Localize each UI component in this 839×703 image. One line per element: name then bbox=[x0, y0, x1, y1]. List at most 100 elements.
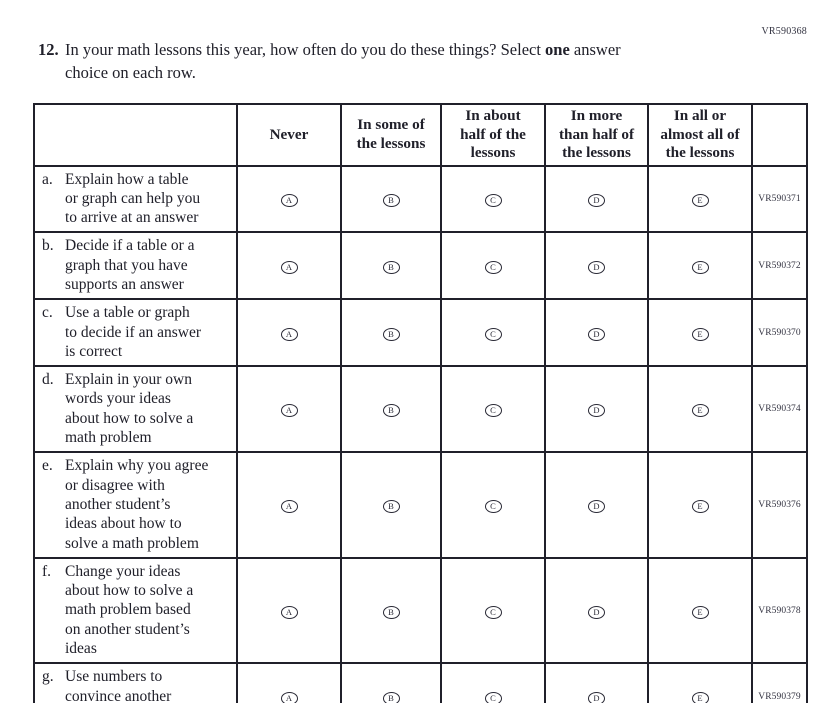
question-text: In your math lessons this year, how ofte… bbox=[65, 39, 715, 84]
option-cell-never: A bbox=[236, 365, 342, 454]
option-bubble-a[interactable]: A bbox=[280, 260, 298, 274]
option-cell-some: B bbox=[340, 231, 442, 301]
option-cell-all: E bbox=[647, 451, 753, 559]
column-header-about-half: In about half of the lessons bbox=[440, 103, 546, 167]
option-bubble-d[interactable]: D bbox=[588, 605, 605, 619]
option-cell-more-than-half: D bbox=[544, 231, 649, 301]
row-letter: d. bbox=[42, 371, 54, 389]
table-row: f. Change your ideas about how to solve … bbox=[33, 556, 808, 665]
header-code-cell bbox=[751, 103, 808, 167]
row-letter: e. bbox=[42, 457, 53, 475]
option-bubble-c[interactable]: C bbox=[484, 327, 502, 341]
column-header-some-lessons: In some of the lessons bbox=[340, 103, 442, 167]
question-number: 12. bbox=[38, 40, 59, 59]
option-bubble-e[interactable]: E bbox=[691, 500, 709, 514]
option-bubble-c[interactable]: C bbox=[484, 691, 502, 703]
row-label: Use numbers to convince another student … bbox=[65, 668, 172, 703]
option-bubble-d[interactable]: D bbox=[588, 260, 605, 274]
row-label-cell: d. Explain in your own words your ideas … bbox=[33, 365, 238, 454]
option-bubble-d[interactable]: D bbox=[588, 327, 605, 341]
form-code: VR590368 bbox=[761, 26, 807, 37]
option-cell-about-half: C bbox=[440, 298, 546, 368]
option-bubble-e[interactable]: E bbox=[691, 691, 709, 703]
frequency-matrix-table: Never In some of the lessons In about ha… bbox=[33, 103, 808, 703]
option-bubble-d[interactable]: D bbox=[588, 404, 605, 418]
option-cell-never: A bbox=[236, 662, 342, 703]
row-code: VR590379 bbox=[751, 662, 808, 703]
row-letter: c. bbox=[42, 304, 53, 322]
option-bubble-e[interactable]: E bbox=[691, 404, 709, 418]
row-code: VR590371 bbox=[751, 164, 808, 234]
option-cell-about-half: C bbox=[440, 164, 546, 234]
option-bubble-c[interactable]: C bbox=[484, 605, 502, 619]
row-letter: f. bbox=[42, 562, 52, 580]
row-code: VR590374 bbox=[751, 365, 808, 454]
table-row: d. Explain in your own words your ideas … bbox=[33, 365, 808, 454]
option-bubble-d[interactable]: D bbox=[588, 193, 605, 207]
row-code: VR590376 bbox=[751, 451, 808, 559]
row-letter: g. bbox=[42, 668, 54, 686]
row-label: Explain how a table or graph can help yo… bbox=[65, 170, 201, 227]
row-label: Explain why you agree or disagree with a… bbox=[65, 457, 209, 552]
option-cell-some: B bbox=[340, 164, 442, 234]
option-cell-more-than-half: D bbox=[544, 662, 649, 703]
option-bubble-e[interactable]: E bbox=[691, 193, 709, 207]
option-cell-all: E bbox=[647, 556, 753, 665]
option-bubble-b[interactable]: B bbox=[382, 605, 400, 619]
option-bubble-c[interactable]: C bbox=[484, 193, 502, 207]
option-bubble-a[interactable]: A bbox=[280, 691, 298, 703]
table-row: b. Decide if a table or a graph that you… bbox=[33, 231, 808, 301]
option-bubble-b[interactable]: B bbox=[382, 260, 400, 274]
question-text-part1: In your math lessons this year, how ofte… bbox=[65, 40, 546, 59]
table-row: c. Use a table or graph to decide if an … bbox=[33, 298, 808, 368]
option-cell-about-half: C bbox=[440, 231, 546, 301]
option-bubble-b[interactable]: B bbox=[382, 404, 400, 418]
option-cell-more-than-half: D bbox=[544, 365, 649, 454]
option-bubble-a[interactable]: A bbox=[280, 327, 298, 341]
option-cell-all: E bbox=[647, 365, 753, 454]
option-bubble-c[interactable]: C bbox=[484, 260, 502, 274]
option-cell-never: A bbox=[236, 451, 342, 559]
option-bubble-b[interactable]: B bbox=[382, 691, 400, 703]
option-bubble-e[interactable]: E bbox=[691, 260, 709, 274]
row-label-cell: f. Change your ideas about how to solve … bbox=[33, 556, 238, 665]
row-label: Explain in your own words your ideas abo… bbox=[65, 371, 194, 447]
row-label-cell: c. Use a table or graph to decide if an … bbox=[33, 298, 238, 368]
option-bubble-e[interactable]: E bbox=[691, 327, 709, 341]
option-cell-all: E bbox=[647, 164, 753, 234]
option-cell-more-than-half: D bbox=[544, 164, 649, 234]
table-row: e. Explain why you agree or disagree wit… bbox=[33, 451, 808, 559]
option-cell-never: A bbox=[236, 164, 342, 234]
row-label-cell: a. Explain how a table or graph can help… bbox=[33, 164, 238, 234]
option-bubble-a[interactable]: A bbox=[280, 500, 298, 514]
row-label: Use a table or graph to decide if an ans… bbox=[65, 304, 201, 360]
option-bubble-a[interactable]: A bbox=[280, 404, 298, 418]
header-empty-cell bbox=[33, 103, 238, 167]
option-bubble-c[interactable]: C bbox=[484, 404, 502, 418]
table-row: g. Use numbers to convince another stude… bbox=[33, 662, 808, 703]
option-bubble-d[interactable]: D bbox=[588, 691, 605, 703]
question-12: 12. In your math lessons this year, how … bbox=[38, 39, 738, 84]
option-bubble-b[interactable]: B bbox=[382, 500, 400, 514]
option-bubble-a[interactable]: A bbox=[280, 193, 298, 207]
row-label-cell: b. Decide if a table or a graph that you… bbox=[33, 231, 238, 301]
option-cell-about-half: C bbox=[440, 365, 546, 454]
column-header-all-lessons: In all or almost all of the lessons bbox=[647, 103, 753, 167]
option-bubble-c[interactable]: C bbox=[484, 500, 502, 514]
row-code: VR590378 bbox=[751, 556, 808, 665]
row-letter: a. bbox=[42, 170, 53, 188]
option-bubble-b[interactable]: B bbox=[382, 193, 400, 207]
row-code: VR590372 bbox=[751, 231, 808, 301]
option-cell-about-half: C bbox=[440, 556, 546, 665]
option-bubble-e[interactable]: E bbox=[691, 605, 709, 619]
option-bubble-a[interactable]: A bbox=[280, 605, 298, 619]
option-cell-some: B bbox=[340, 662, 442, 703]
row-label-cell: g. Use numbers to convince another stude… bbox=[33, 662, 238, 703]
column-header-never: Never bbox=[236, 103, 342, 167]
option-bubble-d[interactable]: D bbox=[588, 500, 605, 514]
option-bubble-b[interactable]: B bbox=[382, 327, 400, 341]
option-cell-more-than-half: D bbox=[544, 556, 649, 665]
question-text-bold: one bbox=[545, 40, 570, 59]
option-cell-more-than-half: D bbox=[544, 298, 649, 368]
